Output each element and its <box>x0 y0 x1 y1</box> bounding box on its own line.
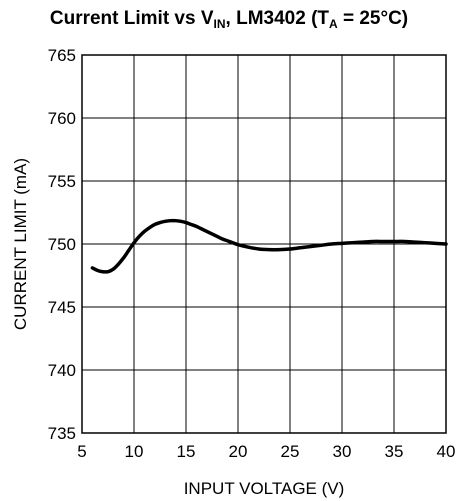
x-tick-label-30: 30 <box>333 442 352 461</box>
y-tick-label-750: 750 <box>48 235 76 254</box>
chart-title-end: = 25°C) <box>337 8 409 29</box>
y-tick-label-755: 755 <box>48 172 76 191</box>
x-tick-label-25: 25 <box>281 442 300 461</box>
y-axis-title: CURRENT LIMIT (mA) <box>11 158 30 330</box>
x-tick-label-35: 35 <box>385 442 404 461</box>
chart-title-vin-subscript: IN <box>213 17 226 31</box>
x-tick-labels: 5 10 15 20 25 30 35 40 <box>77 442 455 461</box>
x-tick-label-15: 15 <box>177 442 196 461</box>
x-axis-title: INPUT VOLTAGE (V) <box>184 479 345 498</box>
x-tick-label-20: 20 <box>229 442 248 461</box>
grid-layer <box>81 54 447 434</box>
y-tick-label-735: 735 <box>48 424 76 443</box>
chart-title-middle: , LM3402 (T <box>225 8 330 29</box>
x-tick-label-10: 10 <box>125 442 144 461</box>
x-tick-label-5: 5 <box>77 442 86 461</box>
y-tick-label-740: 740 <box>48 361 76 380</box>
chart-title-ta-subscript: A <box>329 17 338 31</box>
y-tick-label-760: 760 <box>48 109 76 128</box>
y-tick-label-745: 745 <box>48 298 76 317</box>
y-tick-label-765: 765 <box>48 46 76 65</box>
chart-title-main: Current Limit vs V <box>49 8 214 29</box>
chart-title: Current Limit vs VIN, LM3402 (TA = 25°C) <box>0 8 458 30</box>
x-tick-label-40: 40 <box>437 442 456 461</box>
y-tick-labels: 765 760 755 750 745 740 735 <box>48 46 76 443</box>
series-line-current-limit <box>90 218 448 274</box>
